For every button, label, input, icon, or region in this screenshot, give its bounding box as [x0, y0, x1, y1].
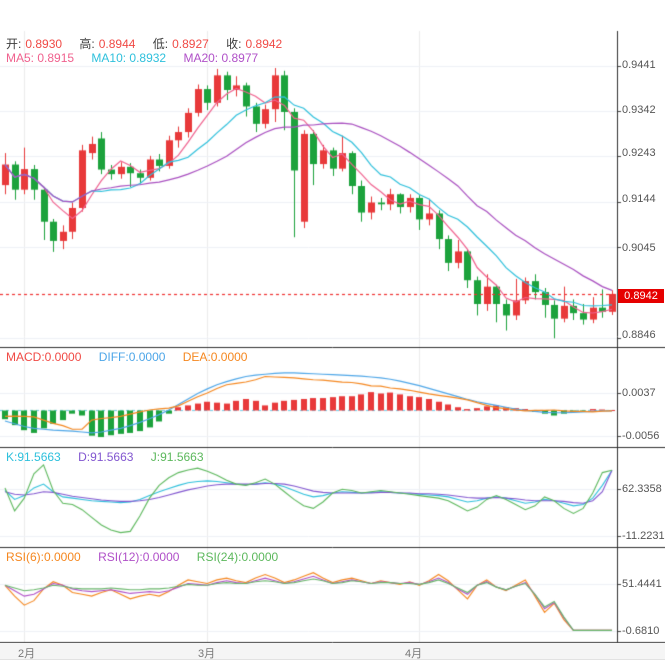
macd-value: MACD:0.0000	[6, 350, 82, 364]
d-value: D:91.5663	[78, 450, 134, 464]
macd-ytick-1: -0.0056	[622, 430, 660, 442]
rsi-ytick-0: 51.4441	[622, 578, 662, 590]
ohlc-row: 开: 0.8930 高: 0.8944 低: 0.8927 收: 0.8942	[6, 35, 286, 52]
kdj-row: K:91.5663 D:91.5663 J:91.5663	[6, 450, 208, 464]
ma-row: MA5: 0.8915 MA10: 0.8932 MA20: 0.8977	[6, 51, 262, 65]
main-ytick-5: 0.8846	[622, 329, 656, 341]
ma20-value: MA20: 0.8977	[183, 51, 259, 65]
j-value: J:91.5663	[150, 450, 204, 464]
close-label: 收:	[226, 37, 242, 51]
xtick-mar: 3月	[198, 648, 216, 660]
low-value: 0.8927	[172, 37, 209, 51]
rsi6-value: RSI(6):0.0000	[6, 550, 81, 564]
diff-value: DIFF:0.0000	[98, 350, 166, 364]
rsi-ytick-1: -0.6810	[622, 625, 660, 637]
xtick-feb: 2月	[18, 648, 36, 660]
rsi12-value: RSI(12):0.0000	[98, 550, 180, 564]
main-ytick-4: 0.9045	[622, 242, 656, 254]
open-value: 0.8930	[25, 37, 63, 51]
macd-row: MACD:0.0000 DIFF:0.0000 DEA:0.0000	[6, 350, 251, 364]
kdj-ytick-1: -11.2231	[622, 530, 665, 542]
high-label: 高:	[79, 37, 95, 51]
xtick-apr: 4月	[405, 648, 423, 660]
xaxis-strip: 2月 3月 4月	[0, 643, 665, 660]
close-value: 0.8942	[245, 37, 283, 51]
k-value: K:91.5663	[6, 450, 61, 464]
rsi24-value: RSI(24):0.0000	[196, 550, 279, 564]
dea-value: DEA:0.0000	[182, 350, 248, 364]
open-label: 开:	[6, 37, 22, 51]
main-ytick-3: 0.9144	[622, 193, 656, 205]
main-ytick-1: 0.9342	[622, 104, 656, 116]
main-ytick-0: 0.9441	[622, 59, 656, 71]
macd-ytick-0: 0.0037	[622, 387, 656, 399]
rsi-row: RSI(6):0.0000 RSI(12):0.0000 RSI(24):0.0…	[6, 550, 282, 564]
main-ytick-2: 0.9243	[622, 147, 656, 159]
current-price-badge: 0.8942	[618, 289, 664, 303]
ma10-value: MA10: 0.8932	[91, 51, 167, 65]
high-value: 0.8944	[98, 37, 136, 51]
ma5-value: MA5: 0.8915	[6, 51, 75, 65]
kdj-ytick-0: 62.3358	[622, 483, 662, 495]
low-label: 低:	[152, 37, 169, 51]
